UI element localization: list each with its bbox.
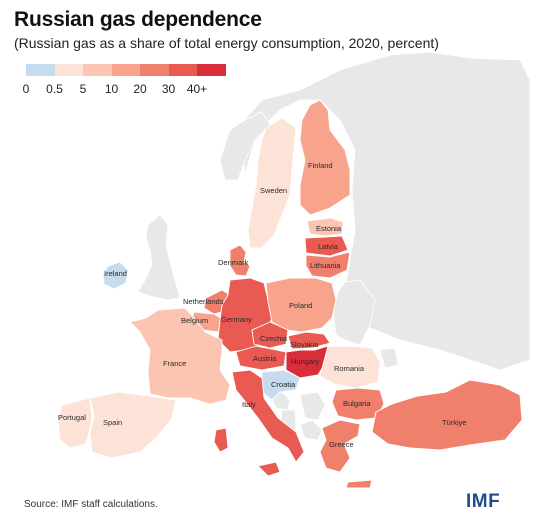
label-slovakia: Slovakia <box>290 340 319 349</box>
legend: 0 0.5 5 10 20 30 40+ <box>22 64 256 98</box>
legend-swatch-3 <box>83 64 112 76</box>
legend-swatch-7 <box>197 64 226 76</box>
eastern-land <box>239 51 531 371</box>
country-france[interactable] <box>129 307 231 405</box>
legend-ticks: 0 0.5 5 10 20 30 40+ <box>22 82 256 98</box>
legend-tick-0: 0 <box>22 82 30 96</box>
imf-logo: IMF <box>466 491 501 512</box>
countries <box>57 99 523 489</box>
label-denmark: Denmark <box>218 258 249 267</box>
label-estonia: Estonia <box>316 224 342 233</box>
country-spain[interactable] <box>89 391 177 459</box>
country-greece-crete[interactable] <box>345 479 373 489</box>
country-sweden[interactable] <box>247 117 297 249</box>
country-italy-sardinia[interactable] <box>213 427 229 453</box>
country-italy[interactable] <box>231 369 305 463</box>
label-romania: Romania <box>334 364 365 373</box>
country-turkiye[interactable] <box>371 379 523 451</box>
label-turkiye: Türkiye <box>442 418 467 427</box>
legend-swatch-1 <box>26 64 55 76</box>
label-croatia: Croatia <box>271 380 296 389</box>
country-portugal[interactable] <box>57 397 93 449</box>
country-romania[interactable] <box>319 345 381 389</box>
norway <box>219 111 271 181</box>
legend-swatch-2 <box>54 64 83 76</box>
country-lithuania[interactable] <box>305 251 351 279</box>
legend-swatch-5 <box>140 64 169 76</box>
label-finland: Finland <box>308 161 333 170</box>
source-note: Source: IMF staff calculations. <box>24 499 158 510</box>
country-slovakia[interactable] <box>287 331 331 350</box>
label-bulgaria: Bulgaria <box>343 399 371 408</box>
legend-tick-5: 30 <box>161 82 176 96</box>
label-poland: Poland <box>289 301 312 310</box>
country-finland[interactable] <box>299 99 351 216</box>
country-labels: Finland Sweden Estonia Latvia Lithuania … <box>58 161 467 449</box>
chart-title: Russian gas dependence <box>14 8 262 31</box>
label-greece: Greece <box>329 440 354 449</box>
great-britain <box>137 214 181 301</box>
north-macedonia <box>299 419 323 441</box>
label-austria: Austria <box>253 354 277 363</box>
label-belgium: Belgium <box>181 316 208 325</box>
legend-tick-6: 40+ <box>186 82 208 96</box>
country-poland[interactable] <box>265 277 337 333</box>
country-latvia[interactable] <box>304 235 349 257</box>
legend-swatches <box>26 64 256 76</box>
label-netherlands: Netherlands <box>183 297 224 306</box>
label-france: France <box>163 359 186 368</box>
legend-tick-2: 5 <box>79 82 87 96</box>
legend-swatch-6 <box>168 64 197 76</box>
legend-tick-3: 10 <box>104 82 119 96</box>
label-italy: Italy <box>242 400 256 409</box>
label-latvia: Latvia <box>318 242 339 251</box>
country-italy-sicily[interactable] <box>257 461 281 477</box>
country-estonia[interactable] <box>306 217 344 237</box>
legend-swatch-4 <box>111 64 140 76</box>
label-ireland: Ireland <box>104 269 127 278</box>
country-greece[interactable] <box>319 419 361 473</box>
legend-tick-1: 0.5 <box>46 82 63 96</box>
label-germany: Germany <box>221 315 252 324</box>
moldova <box>379 347 399 369</box>
label-lithuania: Lithuania <box>310 261 341 270</box>
country-ireland[interactable] <box>102 261 129 290</box>
label-portugal: Portugal <box>58 413 86 422</box>
country-denmark[interactable] <box>229 244 251 277</box>
label-hungary: Hungary <box>291 357 320 366</box>
country-austria[interactable] <box>235 345 287 371</box>
label-czechia: Czechia <box>260 334 288 343</box>
country-czechia[interactable] <box>251 321 289 349</box>
label-sweden: Sweden <box>260 186 287 195</box>
chart-subtitle: (Russian gas as a share of total energy … <box>14 35 439 51</box>
legend-tick-4: 20 <box>133 82 147 96</box>
label-spain: Spain <box>103 418 122 427</box>
background-land <box>137 51 531 441</box>
serbia <box>299 391 326 421</box>
